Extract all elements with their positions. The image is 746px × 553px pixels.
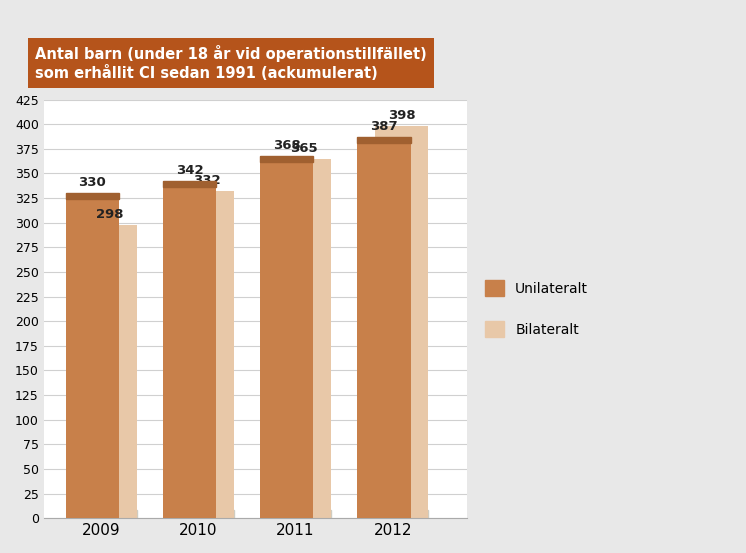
- Text: Antal barn (under 18 år vid operationstillfället)
som erhållit CI sedan 1991 (ac: Antal barn (under 18 år vid operationsti…: [35, 45, 427, 81]
- Text: 365: 365: [290, 142, 318, 155]
- Text: 332: 332: [193, 174, 221, 187]
- Bar: [278, 159, 331, 518]
- Bar: [357, 137, 410, 143]
- Bar: [357, 137, 410, 518]
- Bar: [66, 193, 119, 518]
- Bar: [374, 126, 428, 518]
- Text: 368: 368: [273, 139, 301, 152]
- Bar: [163, 181, 216, 518]
- Bar: [181, 191, 233, 518]
- Bar: [66, 193, 119, 199]
- Legend: Unilateralt, Bilateralt: Unilateralt, Bilateralt: [477, 273, 595, 345]
- Bar: [181, 510, 233, 518]
- Bar: [260, 156, 313, 518]
- Text: 330: 330: [78, 176, 106, 189]
- Bar: [260, 156, 313, 161]
- Bar: [83, 225, 137, 518]
- Text: 387: 387: [370, 120, 398, 133]
- Text: 298: 298: [96, 208, 124, 221]
- Bar: [374, 510, 428, 518]
- Bar: [278, 510, 331, 518]
- Text: 342: 342: [176, 164, 204, 178]
- Bar: [163, 181, 216, 187]
- Text: 398: 398: [388, 109, 416, 122]
- Bar: [83, 510, 137, 518]
